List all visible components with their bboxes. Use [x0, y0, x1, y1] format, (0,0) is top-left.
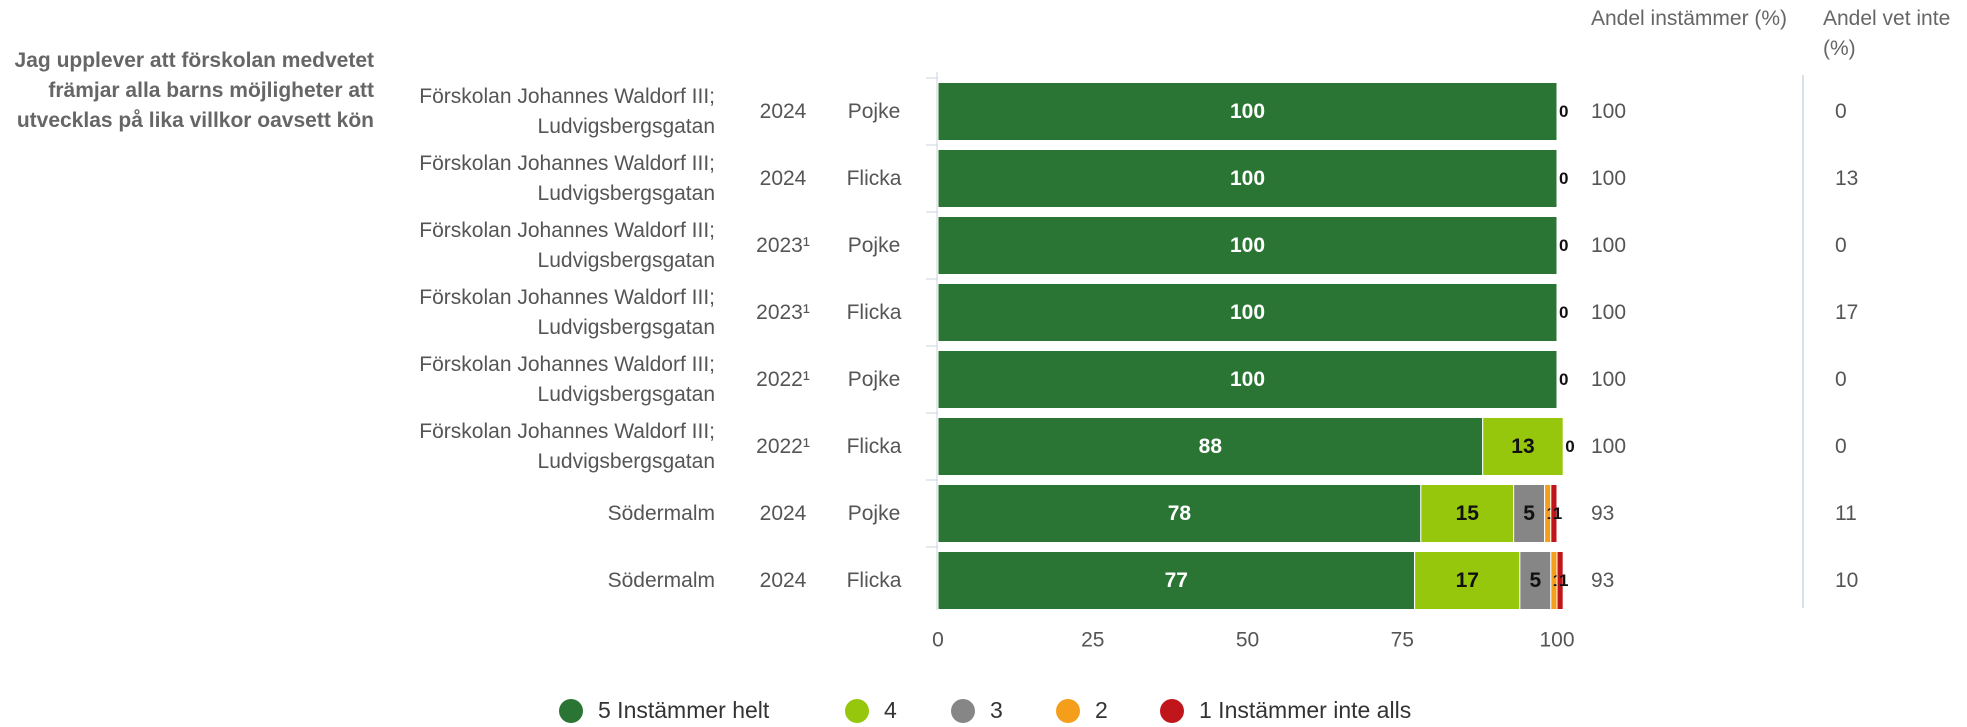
bar-segment — [1414, 551, 1521, 610]
agree-share: 100 — [1591, 300, 1627, 324]
gender-label: Pojke — [847, 501, 901, 525]
agree-share: 100 — [1591, 367, 1627, 391]
data-label: 1 — [1559, 571, 1568, 590]
category-label: Förskolan Johannes Waldorf III; Ludvigsb… — [419, 84, 715, 138]
gender-label: Flicka — [846, 300, 902, 324]
agree-share: 93 — [1591, 568, 1615, 592]
legend-label: 4 — [884, 697, 897, 723]
bar-segment — [937, 283, 1558, 342]
year-label: 2024 — [759, 99, 807, 123]
legend-marker — [951, 699, 975, 723]
legend-marker — [845, 699, 869, 723]
agree-share: 100 — [1591, 166, 1627, 190]
bar-segment — [1556, 551, 1564, 610]
year-label: 2024 — [759, 501, 807, 525]
data-label: 0 — [1559, 102, 1568, 121]
data-label: 0 — [1559, 236, 1568, 255]
data-label: 5 — [1529, 569, 1541, 592]
data-label: 88 — [1199, 435, 1223, 458]
x-tick-label: 100 — [1539, 629, 1574, 652]
category-label: Södermalm — [607, 568, 715, 592]
gender-label: Flicka — [846, 434, 902, 458]
data-label: 100 — [1230, 368, 1265, 391]
legend-label: 2 — [1095, 697, 1108, 723]
agree-share: 100 — [1591, 434, 1627, 458]
data-label: 17 — [1456, 569, 1479, 592]
category-label: Södermalm — [607, 501, 715, 525]
data-label: 78 — [1168, 502, 1192, 525]
dont-know-share: 11 — [1835, 501, 1857, 525]
dont-know-share: 0 — [1835, 434, 1847, 458]
bar-segment — [1420, 484, 1515, 543]
data-label: 0 — [1565, 437, 1574, 456]
data-label: 100 — [1230, 100, 1265, 123]
dont-know-share: 0 — [1835, 367, 1847, 391]
data-label: 100 — [1230, 301, 1265, 324]
legend-label: 3 — [990, 697, 1003, 723]
legend-marker — [1056, 699, 1080, 723]
year-label: 2024 — [759, 568, 807, 592]
data-label: 0 — [1559, 370, 1568, 389]
data-label: 0 — [1559, 169, 1568, 188]
data-label: 0 — [1559, 303, 1568, 322]
bar-segment — [937, 216, 1558, 275]
x-tick-label: 75 — [1391, 629, 1414, 652]
legend-marker — [1160, 699, 1184, 723]
dont-know-share: 13 — [1835, 166, 1859, 190]
bar-segment — [1519, 551, 1552, 610]
agree-share: 100 — [1591, 233, 1627, 257]
gender-label: Pojke — [847, 233, 901, 257]
agree-share: 100 — [1591, 99, 1627, 123]
gender-label: Pojke — [847, 99, 901, 123]
bar-segment — [1550, 484, 1558, 543]
year-label: 2022¹ — [756, 434, 810, 458]
x-tick-label: 25 — [1081, 629, 1104, 652]
gender-label: Flicka — [846, 166, 902, 190]
gender-label: Flicka — [846, 568, 902, 592]
category-label: Förskolan Johannes Waldorf III; Ludvigsb… — [419, 218, 715, 272]
data-label: 1 — [1553, 504, 1562, 523]
bar-segment — [937, 484, 1422, 543]
x-tick-label: 50 — [1236, 629, 1259, 652]
bar-segment — [1482, 417, 1564, 476]
data-label: 13 — [1511, 435, 1534, 458]
question: Jag upplever att förskolan medvetet främ… — [14, 49, 374, 132]
legend-marker — [559, 699, 583, 723]
category-label: Förskolan Johannes Waldorf III; Ludvigsb… — [419, 419, 715, 473]
data-label: 5 — [1523, 502, 1535, 525]
legend-label: 5 Instämmer helt — [598, 697, 770, 723]
agree-share: 93 — [1591, 501, 1615, 525]
bar-segment — [937, 417, 1484, 476]
dont-know-share: 10 — [1835, 568, 1859, 592]
bar-segment — [937, 350, 1558, 409]
gender-label: Pojke — [847, 367, 901, 391]
x-tick-label: 0 — [932, 629, 944, 652]
year-label: 2022¹ — [756, 367, 810, 391]
category-label: Förskolan Johannes Waldorf III; Ludvigsb… — [419, 352, 715, 406]
column-header: Andel vet inte (%) — [1823, 7, 1951, 60]
category-label: Förskolan Johannes Waldorf III; Ludvigsb… — [419, 151, 715, 205]
column-header: Andel instämmer (%) — [1591, 7, 1788, 30]
dont-know-share: 0 — [1835, 99, 1847, 123]
legend-label: 1 Instämmer inte alls — [1199, 697, 1411, 723]
year-label: 2023¹ — [756, 233, 810, 257]
data-label: 100 — [1230, 167, 1265, 190]
bar-segment — [937, 82, 1558, 141]
data-label: 15 — [1456, 502, 1480, 525]
dont-know-share: 0 — [1835, 233, 1847, 257]
bar-segment — [937, 551, 1416, 610]
data-label: 77 — [1165, 569, 1188, 592]
bar-segment — [1513, 484, 1546, 543]
bar-segment — [937, 149, 1558, 208]
dont-know-share: 17 — [1835, 300, 1859, 324]
year-label: 2024 — [759, 166, 807, 190]
year-label: 2023¹ — [756, 300, 810, 324]
data-label: 100 — [1230, 234, 1265, 257]
category-label: Förskolan Johannes Waldorf III; Ludvigsb… — [419, 285, 715, 339]
